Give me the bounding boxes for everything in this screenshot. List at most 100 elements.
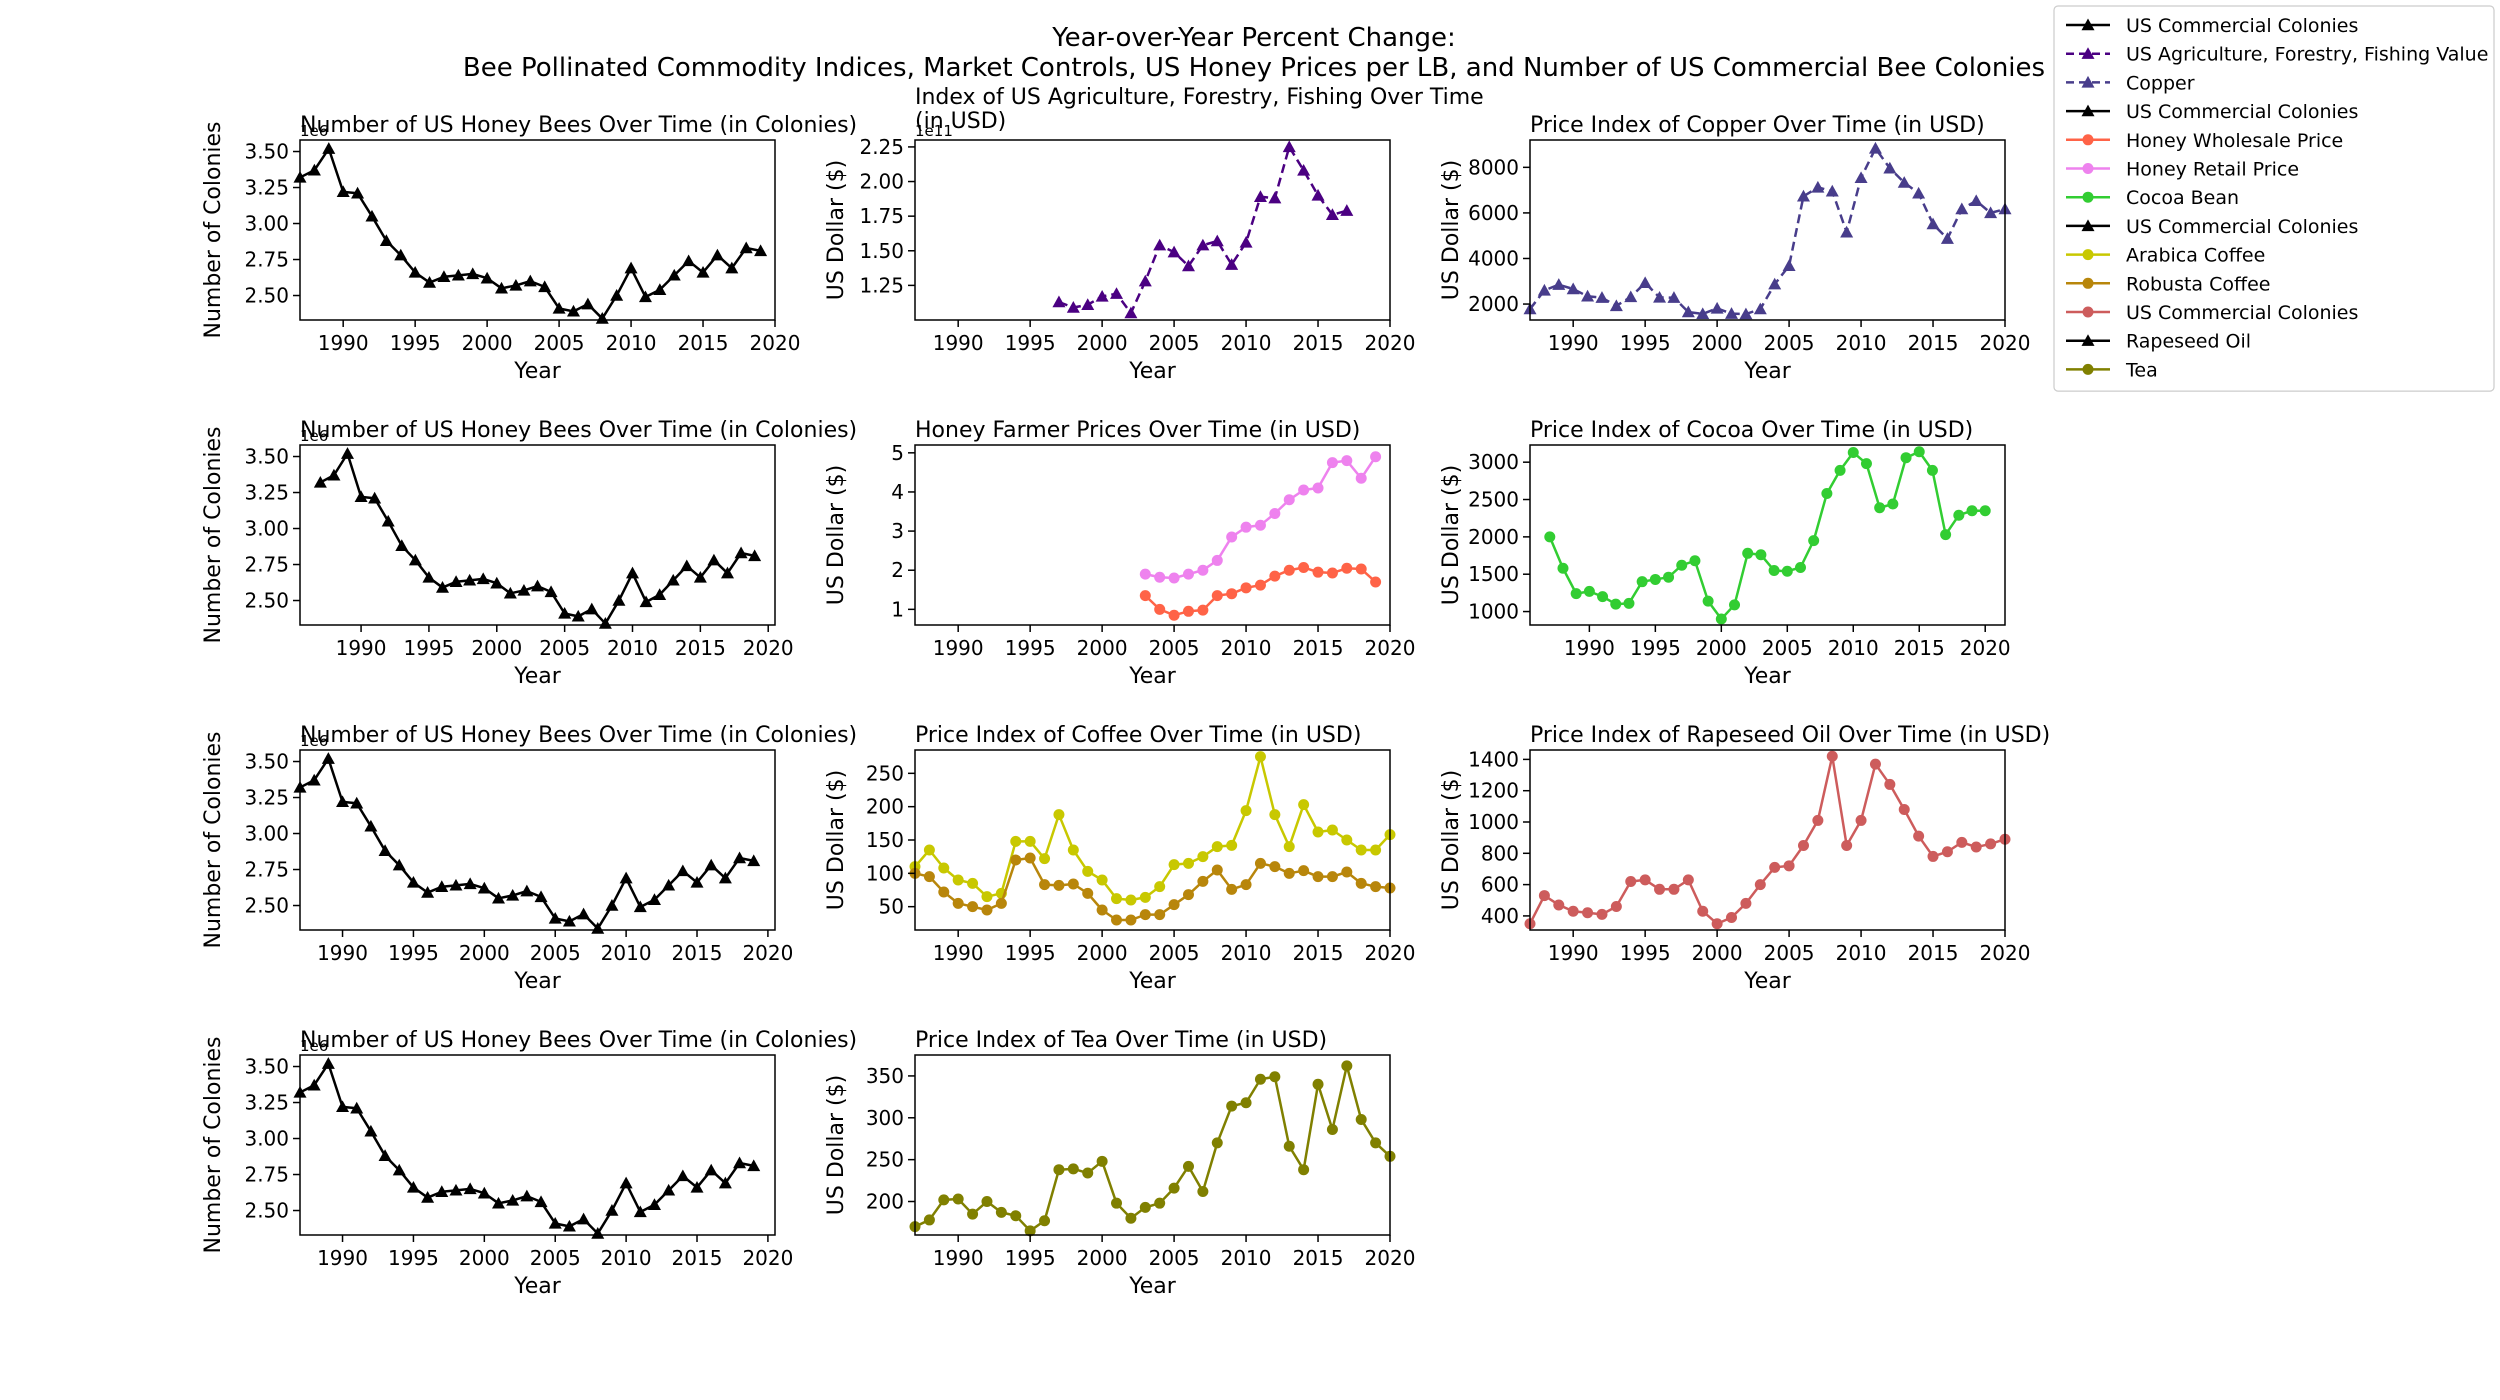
data-point (1753, 302, 1767, 315)
x-tick-label: 1995 (1630, 636, 1681, 660)
x-tick-label: 2015 (1908, 331, 1959, 355)
x-tick-label: 1990 (933, 636, 984, 660)
data-point (1197, 875, 1209, 887)
data-point (1312, 1078, 1324, 1090)
data-point (1240, 1097, 1252, 1109)
x-tick-label: 2000 (459, 941, 510, 965)
data-point (647, 1198, 661, 1210)
data-point (653, 588, 667, 600)
data-point (577, 907, 591, 920)
data-point (477, 1186, 491, 1199)
x-tick-label: 2020 (750, 331, 801, 355)
x-tick-label: 1995 (1005, 636, 1056, 660)
data-point (1211, 841, 1223, 853)
y-axis-label: US Dollar ($) (1439, 465, 1464, 605)
x-tick-label: 2015 (672, 1246, 723, 1270)
x-tick-label: 1990 (317, 941, 368, 965)
axis-offset-label: 1e6 (300, 732, 328, 750)
y-tick-label: 2.00 (859, 170, 904, 194)
axis-offset-label: 1e6 (300, 122, 328, 140)
x-tick-label: 2000 (1077, 636, 1128, 660)
data-point (307, 1078, 321, 1091)
data-point (967, 901, 979, 913)
axes-frame (1529, 444, 2006, 626)
data-point (1154, 881, 1166, 893)
data-point (1874, 502, 1886, 514)
legend-label: Cocoa Bean (2126, 187, 2239, 209)
data-point (378, 1149, 392, 1161)
data-point (1740, 897, 1752, 909)
data-point (421, 886, 435, 898)
y-axis-label: US Dollar ($) (824, 465, 849, 605)
data-point (449, 575, 463, 587)
data-point (981, 904, 993, 916)
axes-frame (1529, 139, 2006, 321)
x-tick-label: 2005 (1149, 1246, 1200, 1270)
subplot-title: Price Index of Tea Over Time (in USD) (915, 1028, 1327, 1053)
data-point (1355, 877, 1367, 889)
data-point (676, 864, 690, 877)
data-point (477, 881, 491, 894)
x-tick-label: 1990 (318, 331, 369, 355)
data-point (1783, 860, 1795, 872)
y-tick-label: 50 (879, 895, 904, 919)
data-point (1197, 851, 1209, 863)
data-point (995, 1206, 1007, 1218)
axes-frame (914, 1054, 1391, 1236)
series-line (1528, 755, 2006, 925)
y-tick-label: 2000 (1468, 525, 1519, 549)
subplot-title: Number of US Honey Bees Over Time (in Co… (300, 418, 857, 443)
data-point (1553, 899, 1565, 911)
data-point (1110, 287, 1124, 299)
series-line (299, 147, 761, 320)
data-point (379, 234, 393, 246)
data-point (1283, 867, 1295, 879)
data-point (1582, 907, 1594, 919)
data-point (463, 573, 477, 586)
x-tick-label: 1990 (1564, 636, 1615, 660)
data-point (693, 570, 707, 583)
data-point (690, 875, 704, 888)
subplot-title: Price Index of Copper Over Time (in USD) (1530, 113, 1985, 138)
data-point (1912, 186, 1926, 199)
data-point (520, 884, 534, 897)
series-line (1145, 456, 1377, 580)
data-point (577, 1212, 591, 1225)
data-point (1138, 274, 1152, 287)
subplot-2: Index of US Agriculture, Forestry, Fishi… (824, 85, 1484, 384)
x-tick-label: 2010 (601, 1246, 652, 1270)
legend-item: Tea (2066, 359, 2158, 381)
data-point (520, 1189, 534, 1202)
data-point (1355, 472, 1367, 484)
data-point (1082, 865, 1094, 877)
x-tick-label: 2000 (1077, 941, 1128, 965)
x-tick-label: 1995 (403, 636, 454, 660)
data-point (667, 268, 681, 281)
legend-item: Rapeseed Oil (2066, 331, 2251, 353)
x-tick-label: 2015 (1293, 1246, 1344, 1270)
data-point (704, 1163, 718, 1176)
data-point (1610, 901, 1622, 913)
data-point (1581, 289, 1595, 302)
data-point (1854, 171, 1868, 184)
x-tick-label: 2005 (534, 331, 585, 355)
data-point (1182, 605, 1194, 617)
legend-label: Tea (2125, 359, 2158, 381)
x-axis-label: Year (1128, 969, 1177, 994)
data-point (1855, 814, 1867, 826)
data-point (1966, 505, 1978, 517)
data-point (1638, 276, 1652, 289)
data-point (548, 911, 562, 924)
y-tick-label: 3 (891, 519, 904, 543)
data-point (492, 1196, 506, 1209)
subplot-1: Number of US Honey Bees Over Time (in Co… (201, 113, 857, 384)
data-point (1663, 571, 1675, 583)
axes-frame (299, 444, 776, 626)
data-point (1096, 904, 1108, 916)
x-axis-label: Year (1743, 359, 1792, 384)
y-tick-label: 3.50 (244, 445, 289, 469)
data-point (1913, 830, 1925, 842)
legend-marker (2081, 334, 2095, 346)
data-point (1298, 799, 1310, 811)
x-tick-label: 2020 (1980, 941, 2031, 965)
